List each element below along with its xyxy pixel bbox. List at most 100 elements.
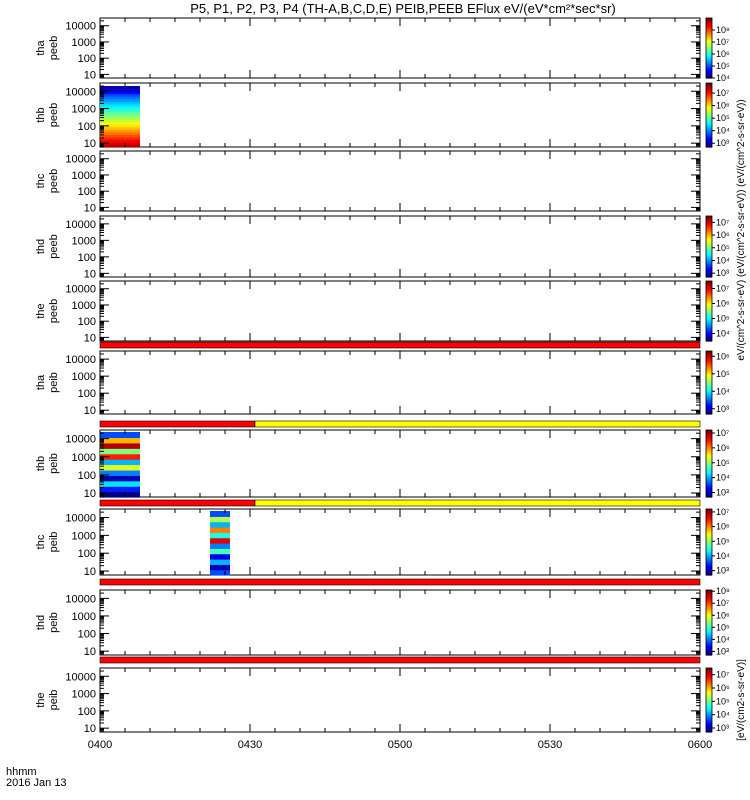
panel-6-ylabel-1: 100 — [78, 388, 96, 400]
panel-4-cbar-cell — [706, 240, 712, 243]
panel-2-cbar-cell — [706, 105, 712, 108]
panel-4-cbar-cell — [706, 243, 712, 246]
panel-1-cbar-cell — [706, 46, 712, 49]
panel-10-cbar-cell — [706, 698, 712, 701]
panel-1-cbar-cell — [706, 43, 712, 46]
panel-6-ylabel-3: 10000 — [65, 354, 96, 366]
panel-8-cell-0-3 — [210, 564, 230, 568]
panel-4-cbar-cell — [706, 229, 712, 232]
panel-2-cbar-cell — [706, 115, 712, 118]
panel-7-cbar-cell — [706, 453, 712, 456]
panel-8-cbar-cell — [706, 548, 712, 551]
panel-4-label-probe: thd — [35, 239, 47, 254]
panel-2-cbar-cell — [706, 92, 712, 95]
xaxis-label-0: 0400 — [88, 739, 112, 751]
panel-8-cell-0-12 — [210, 540, 230, 544]
panel-2-cbar-cell — [706, 84, 712, 87]
panel-7-cell-0-12 — [100, 461, 140, 466]
panel-7-ylabel-0: 10 — [84, 488, 96, 500]
panel-2-cbar-cell — [706, 139, 712, 142]
panel-10-cbar-cell — [706, 696, 712, 699]
panel-1-ylabel-1: 100 — [78, 53, 96, 65]
panel-5-cbar-cell — [706, 297, 712, 300]
panel-10-cbar-cell — [706, 690, 712, 693]
panel-5-cbar-label-1: 10⁵ — [716, 314, 730, 324]
panel-10-cbar-cell — [706, 712, 712, 715]
panel-7-cell-0-21 — [100, 437, 140, 441]
panel-10-cbar-cell — [706, 716, 712, 719]
panel-2-cbar-cell — [706, 119, 712, 122]
panel-2-cbar-cell — [706, 132, 712, 135]
panel-5-cbar-cell — [706, 294, 712, 297]
panel-8-cbar-cell — [706, 518, 712, 522]
panel-1-cbar-label-4: 10⁸ — [716, 25, 730, 35]
panel-4-cbar-cell — [706, 235, 712, 238]
panel-6-cbar-cell — [706, 374, 712, 377]
panel-6-cbar-cell — [706, 380, 712, 384]
panel-7-cbar-cell — [706, 480, 712, 483]
panel-7-cbar-cell — [706, 450, 712, 453]
panel-5-cbar-cell — [706, 324, 712, 327]
panel-5-cbar-label-3: 10⁷ — [716, 284, 729, 294]
panel-6-cbar-cell — [706, 354, 712, 357]
panel-4-cbar-cell — [706, 226, 712, 229]
panel-5-status-0 — [99, 341, 701, 349]
panel-6-cbar-cell — [706, 351, 712, 354]
panel-9-cbar-cell — [706, 617, 712, 620]
panel-6-cbar-label-0: 10³ — [716, 404, 729, 414]
panel-8-cbar-cell — [706, 543, 712, 546]
panel-4-cbar-cell — [706, 252, 712, 255]
panel-1-cbar-cell — [706, 75, 712, 78]
panel-2-cbar-cell — [706, 87, 712, 90]
panel-9-cbar-cell — [706, 598, 712, 601]
panel-10-cbar-cell — [706, 685, 712, 688]
panel-8-cbar-cell — [706, 556, 712, 560]
panel-9-cbar-cell — [706, 620, 712, 624]
panel-3-frame — [99, 150, 701, 212]
panel-2-cell-0-6 — [100, 129, 140, 133]
panel-8-cell-0-11 — [210, 543, 230, 547]
panel-9-cbar-cell — [706, 622, 712, 625]
panel-5-cbar-cell — [706, 321, 712, 324]
panel-10-cbar-cell — [706, 680, 712, 683]
panel-7-cell-0-20 — [100, 440, 140, 444]
panel-8-cbar-cell — [706, 553, 712, 556]
panel-8-cbar-cell — [706, 510, 712, 513]
panel-5-cbar-cell — [706, 336, 712, 339]
panel-8-label-product: peib — [48, 532, 60, 553]
panel-1-cbar-cell — [706, 30, 712, 33]
panel-7-cbar-cell — [706, 458, 712, 461]
panel-2-cbar-cell — [706, 126, 712, 129]
panel-5-cbar-cell — [706, 327, 712, 330]
panel-2-cbar-label-0: 10³ — [716, 138, 729, 148]
panel-2-cell-0-5 — [100, 131, 140, 135]
panel-4-cbar-cell — [706, 273, 712, 277]
panel-8-cbar-cell — [706, 561, 712, 565]
panel-7-cell-0-2 — [100, 488, 140, 493]
panel-7-cell-0-22 — [100, 434, 140, 439]
panel-2-cbar-label-3: 10⁶ — [716, 101, 730, 111]
panel-4-cbar-cell — [706, 263, 712, 266]
panel-7-cbar-cell — [706, 481, 712, 485]
panel-8-cbar-cell — [706, 551, 712, 555]
panel-7-cbar-cell — [706, 495, 712, 498]
panel-1-cbar-label-2: 10⁶ — [716, 49, 730, 59]
panel-10-cbar-cell — [706, 708, 712, 711]
panel-10-cbar-cell — [706, 730, 712, 733]
panel-1-cbar-cell — [706, 67, 712, 70]
panel-2-cbar-cell — [706, 127, 712, 130]
panel-8-cell-0-2 — [210, 567, 230, 571]
panel-8-cbar-cell — [706, 512, 712, 515]
panel-1-cbar-cell — [706, 22, 712, 25]
panel-5-cbar-cell — [706, 290, 712, 293]
panel-4-cbar-cell — [706, 223, 712, 226]
panel-7-cbar-cell — [706, 435, 712, 438]
panel-3-ylabel-1: 100 — [78, 186, 96, 198]
panel-2-cell-0-4 — [100, 134, 140, 138]
panel-2-label-probe: thb — [35, 107, 47, 122]
panel-7-cbar-label-4: 10⁷ — [716, 428, 729, 438]
panel-7-cbar-cell — [706, 445, 712, 448]
panel-1-cbar-cell — [706, 69, 712, 72]
panel-8-cbar-cell — [706, 566, 712, 569]
panel-10-cbar-cell — [706, 671, 712, 674]
